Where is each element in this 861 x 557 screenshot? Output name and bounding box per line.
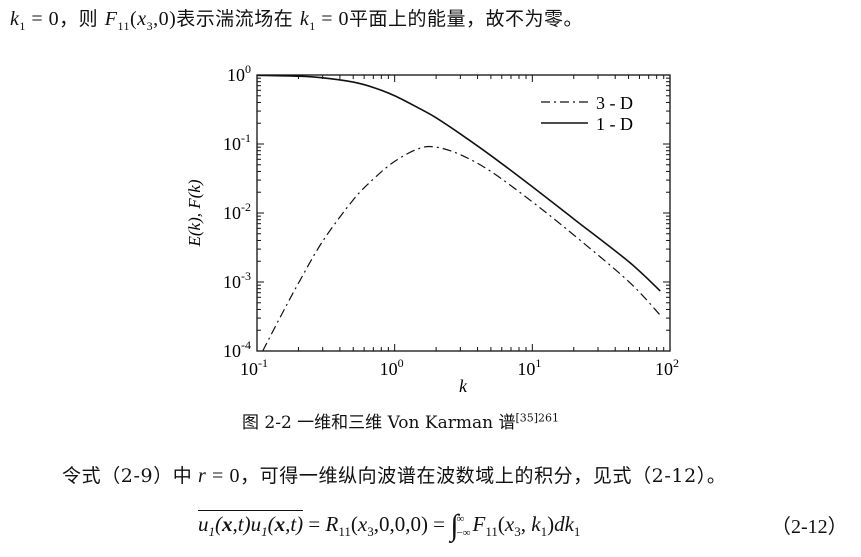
top-text-line: k1 = 0，则 F11(x3,0)表示湍流场在 k1 = 0平面上的能量，故不… xyxy=(10,4,583,34)
x-axis-label: k xyxy=(459,376,468,396)
x-tick-label: 102 xyxy=(655,356,679,379)
math-r-zero: r = 0 xyxy=(192,465,241,487)
tick-labels: 10-1 100 101 102 100 10-1 10-2 10-3 10-4 xyxy=(223,62,679,379)
series-line-3-d xyxy=(262,145,661,352)
text-segment: 表示湍流场在 xyxy=(176,8,294,30)
equation-2-12: u1(x,t)u1(x,t) = R11(x3,0,0,0) = ∫∞ −∞F11… xyxy=(198,505,581,542)
equation-lhs: u1(x,t)u1(x,t) xyxy=(198,510,304,540)
y-tick-label: 10-4 xyxy=(223,338,251,361)
series-line-1-d xyxy=(256,74,661,292)
y-tick-label: 10-2 xyxy=(223,200,251,223)
equation-rhs: = R11(x3,0,0,0) = ∫∞ −∞F11(x3, k1)dk1 xyxy=(308,509,581,542)
caption-reference: [35]261 xyxy=(515,411,560,425)
von-karman-spectrum-chart: 10-1 100 101 102 100 10-1 10-2 10-3 10-4 3 - D1 … xyxy=(185,62,679,396)
x-tick-label: 100 xyxy=(380,356,404,379)
y-axis-label: E(k), F(k) xyxy=(185,179,204,247)
text-segment: 平面上的能量，故不为零。 xyxy=(348,8,583,30)
paragraph-line: 令式（2-9）中 r = 0，可得一维纵向波谱在波数域上的积分，见式（2-12）… xyxy=(62,461,726,488)
text-segment: 令式（2-9）中 xyxy=(62,465,193,487)
math-k1-zero-2: k1 = 0 xyxy=(299,8,349,33)
figure-caption: 图 2-2 一维和三维 Von Karman 谱[35]261 xyxy=(242,408,559,433)
text-segment: ，可得一维纵向波谱在波数域上的积分，见式（2-12）。 xyxy=(240,465,727,487)
y-tick-label: 10-3 xyxy=(223,269,251,292)
equation-number: （2-12） xyxy=(771,516,848,538)
y-tick-label: 10-1 xyxy=(223,131,251,154)
y-tick-label: 100 xyxy=(227,62,251,85)
math-f11: F11(x3,0) xyxy=(104,8,177,33)
legend-label: 3 - D xyxy=(596,93,633,113)
x-tick-label: 101 xyxy=(517,356,541,379)
text-segment: ，则 xyxy=(59,8,99,30)
series-layer xyxy=(256,74,661,352)
chart-legend: 3 - D1 - D xyxy=(541,93,633,134)
math-k1-zero: k1 = 0 xyxy=(10,8,60,33)
legend-label: 1 - D xyxy=(596,114,633,134)
x-tick-label: 10-1 xyxy=(240,356,268,379)
caption-text: 图 2-2 一维和三维 Von Karman 谱 xyxy=(242,413,516,433)
